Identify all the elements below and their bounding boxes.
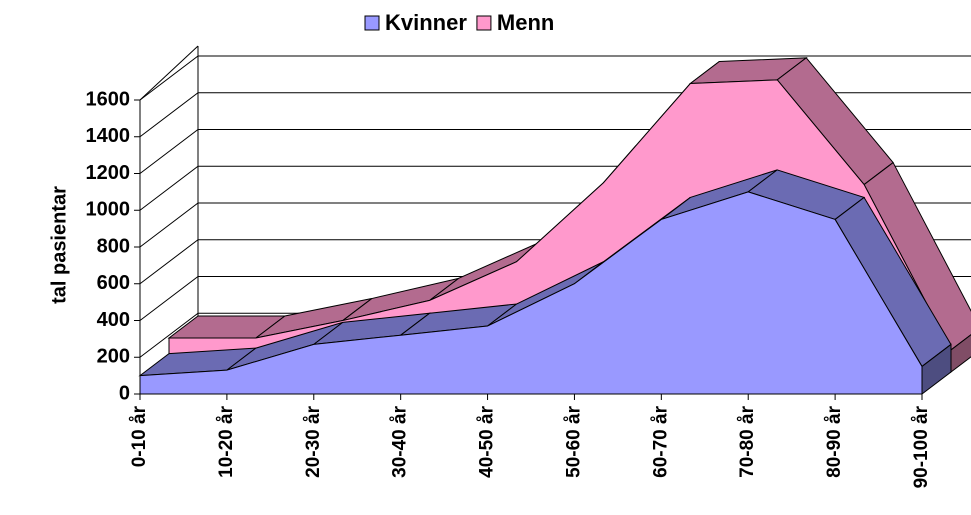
x-tick-label: 90-100 år — [911, 405, 932, 488]
y-tick-label: 800 — [97, 235, 130, 257]
area — [139, 191, 923, 395]
x-tick-label: 50-60 år — [563, 405, 584, 477]
grid-line — [139, 55, 971, 101]
y-tick-label: 200 — [97, 346, 130, 368]
y-axis-label: tal pasientar — [48, 186, 70, 304]
x-tick-label: 0-10 år — [129, 405, 150, 467]
x-tick-label: 20-30 år — [303, 405, 324, 477]
y-tick-label: 1400 — [86, 125, 131, 147]
x-tick-label: 10-20 år — [216, 405, 237, 477]
x-tick-label: 80-90 år — [824, 405, 845, 477]
legend-label: Kvinner — [385, 10, 467, 35]
x-tick-label: 70-80 år — [737, 405, 758, 477]
legend-label: Menn — [497, 10, 554, 35]
x-tick-label: 30-40 år — [390, 405, 411, 477]
y-axis-depth — [139, 45, 199, 101]
y-tick-label: 0 — [119, 382, 130, 404]
y-tick-label: 400 — [97, 309, 130, 331]
y-tick-label: 600 — [97, 272, 130, 294]
y-tick-label: 1600 — [86, 88, 131, 110]
legend-swatch — [364, 15, 380, 31]
legend-swatch — [476, 15, 492, 31]
y-tick-label: 1200 — [86, 162, 131, 184]
series-area — [138, 169, 952, 396]
x-tick-label: 40-50 år — [477, 405, 498, 477]
y-tick-label: 1000 — [86, 199, 131, 221]
x-tick-label: 60-70 år — [650, 405, 671, 477]
